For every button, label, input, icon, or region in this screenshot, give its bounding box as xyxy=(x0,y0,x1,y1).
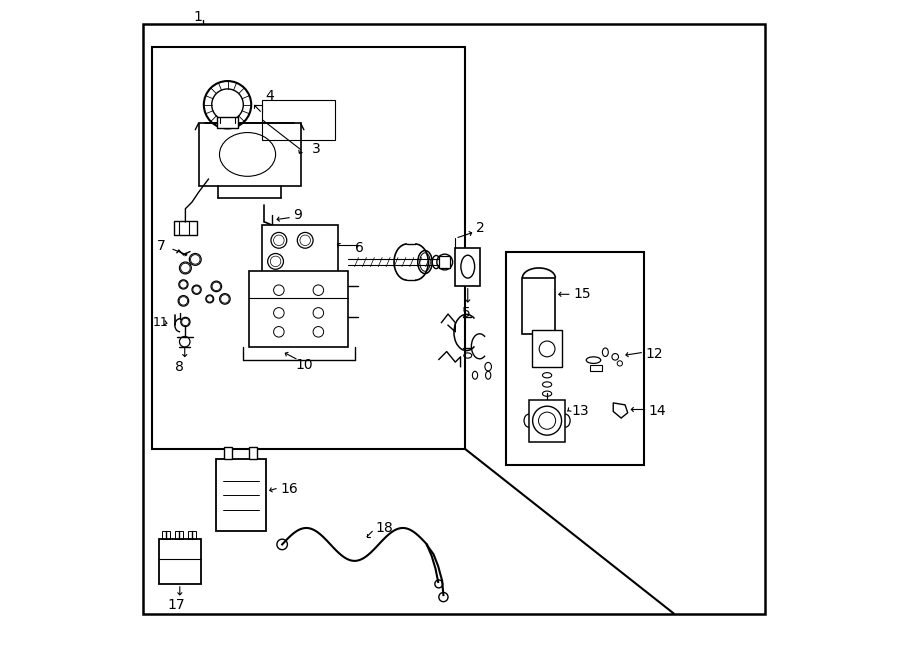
Text: 16: 16 xyxy=(280,483,298,496)
Bar xyxy=(199,123,301,186)
Bar xyxy=(263,225,338,274)
Bar xyxy=(522,278,555,334)
Text: 18: 18 xyxy=(375,521,393,535)
Text: 15: 15 xyxy=(573,288,590,301)
Bar xyxy=(532,330,562,367)
Bar xyxy=(439,256,450,268)
Bar xyxy=(217,116,239,128)
Bar xyxy=(152,48,465,449)
Text: 13: 13 xyxy=(572,404,589,418)
Text: 3: 3 xyxy=(311,143,320,157)
Bar xyxy=(174,221,196,235)
Bar xyxy=(142,24,765,613)
Circle shape xyxy=(612,354,618,360)
Bar xyxy=(175,531,183,539)
Bar xyxy=(159,539,201,584)
Text: 10: 10 xyxy=(295,358,313,371)
Text: 5: 5 xyxy=(462,307,471,321)
Bar xyxy=(263,100,335,139)
Text: 14: 14 xyxy=(649,404,666,418)
Text: 9: 9 xyxy=(293,208,302,222)
Bar xyxy=(249,271,348,347)
Bar xyxy=(455,248,481,286)
Text: 1: 1 xyxy=(194,9,202,24)
Bar xyxy=(216,459,266,531)
Text: 2: 2 xyxy=(476,221,485,235)
Text: 11: 11 xyxy=(152,316,168,329)
Bar xyxy=(529,400,565,442)
Text: 17: 17 xyxy=(167,598,185,612)
Text: 6: 6 xyxy=(355,241,364,255)
Bar xyxy=(590,366,602,371)
Bar xyxy=(188,531,196,539)
Text: 7: 7 xyxy=(158,239,166,253)
Bar xyxy=(162,531,169,539)
Bar xyxy=(506,252,644,465)
Text: 4: 4 xyxy=(266,89,274,102)
Bar xyxy=(224,447,232,459)
Text: 12: 12 xyxy=(645,346,663,360)
Text: 8: 8 xyxy=(175,360,184,373)
Bar xyxy=(249,447,257,459)
